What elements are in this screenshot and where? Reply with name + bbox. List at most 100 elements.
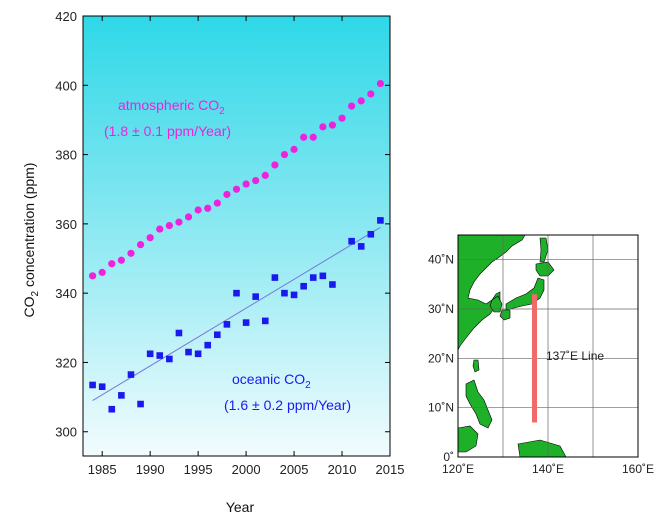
- oceanic-point: [98, 383, 106, 391]
- oceanic-trend-line: [92, 226, 381, 401]
- asia-mainland-land: [457, 234, 526, 351]
- atmospheric-point: [300, 133, 308, 141]
- philippines-land: [465, 379, 493, 429]
- oceanic-point: [300, 282, 307, 290]
- oceanic-point: [261, 317, 269, 325]
- y-tick-label: 320: [55, 355, 77, 370]
- atmospheric-point: [165, 222, 173, 230]
- kyushu-land: [499, 309, 511, 321]
- y-tick-label: 300: [55, 425, 77, 440]
- oceanic-point: [166, 355, 173, 363]
- atmospheric-rate-label: (1.8 ± 0.1 ppm/Year): [104, 123, 231, 139]
- oceanic-point: [223, 321, 231, 328]
- map-lon-label: 120˚E: [442, 462, 474, 476]
- oceanic-point: [233, 289, 240, 297]
- oceanic-point: [127, 371, 135, 378]
- oceanic-point: [329, 281, 336, 288]
- location-map: 137˚E Line 120˚E 140˚E 160˚E 0˚ 10˚N 20˚N 30˚N…: [428, 234, 654, 476]
- map-lat-label: 0˚: [443, 450, 454, 464]
- map-lon-label: 140˚E: [532, 462, 564, 476]
- map-lat-label: 30˚N: [428, 302, 454, 316]
- x-tick-label: 2010: [328, 462, 357, 477]
- map-graticule: [458, 235, 638, 457]
- oceanic-point: [204, 341, 212, 349]
- y-axis-label: CO2 concentration (ppm): [21, 163, 41, 318]
- y-tick-label: 420: [55, 9, 77, 24]
- plot-background: [82, 15, 391, 457]
- map-frame: [457, 234, 639, 458]
- oceanic-point: [290, 291, 298, 299]
- oceanic-point: [108, 405, 116, 413]
- oceanic-point: [357, 243, 365, 250]
- oceanic-point: [309, 274, 317, 281]
- x-tick-label: 1990: [136, 462, 165, 477]
- x-axis-label: Year: [226, 499, 255, 515]
- x-tick-label: 1985: [88, 462, 117, 477]
- atmospheric-point: [117, 256, 125, 264]
- atmospheric-point: [175, 218, 183, 226]
- oceanic-point: [185, 348, 192, 356]
- oceanic-point: [271, 274, 279, 281]
- map-land: [457, 234, 567, 458]
- co2-timeseries-chart: 1985 1990 1995 2000 2005 2010 2015 300 320 340 36…: [21, 9, 404, 515]
- y-tick-label: 400: [55, 78, 77, 93]
- oceanic-point: [89, 381, 96, 389]
- oceanic-point: [156, 352, 164, 359]
- y-tick-label: 340: [55, 286, 77, 301]
- sakhalin-land: [539, 237, 549, 263]
- taiwan-land: [472, 359, 480, 373]
- atmospheric-series-label: atmospheric CO2: [118, 97, 225, 117]
- atmospheric-point: [367, 90, 375, 98]
- atmospheric-point: [108, 260, 116, 268]
- oceanic-point: [281, 289, 288, 297]
- korea-land: [489, 295, 503, 313]
- oceanic-point: [377, 217, 384, 224]
- map-lat-label: 40˚N: [428, 253, 454, 267]
- atmospheric-point: [127, 249, 135, 257]
- atmospheric-point: [280, 150, 289, 159]
- atmospheric-point: [338, 114, 346, 122]
- x-axis: 1985 1990 1995 2000 2005 2010 2015: [88, 16, 404, 477]
- atmospheric-point: [88, 272, 97, 280]
- atmospheric-point: [232, 185, 241, 193]
- map-lat-label: 10˚N: [428, 401, 454, 415]
- atmospheric-point: [271, 161, 279, 169]
- y-tick-label: 360: [55, 217, 77, 232]
- atmospheric-point: [146, 234, 154, 242]
- map-axis-labels: 120˚E 140˚E 160˚E 0˚ 10˚N 20˚N 30˚N 40˚N: [428, 253, 654, 476]
- atmospheric-point: [357, 97, 365, 105]
- map-lat-label: 20˚N: [428, 351, 454, 365]
- x-tick-label: 1995: [184, 462, 213, 477]
- atmospheric-point: [376, 79, 385, 88]
- atmospheric-point: [194, 206, 202, 214]
- oceanic-point: [367, 230, 375, 238]
- y-tick-label: 380: [55, 148, 77, 163]
- atmospheric-point: [309, 133, 317, 141]
- atmospheric-series: [88, 79, 385, 280]
- oceanic-series: [89, 217, 384, 413]
- y-axis: 300 320 340 360 380 400 420: [55, 9, 390, 440]
- atmospheric-point: [136, 241, 145, 249]
- atmospheric-point: [156, 225, 164, 233]
- oceanic-point: [214, 331, 221, 339]
- oceanic-point: [118, 392, 125, 399]
- atmospheric-point: [184, 213, 193, 221]
- atmospheric-point: [204, 204, 212, 212]
- oceanic-point: [146, 350, 154, 358]
- atmospheric-point: [213, 199, 221, 207]
- atmospheric-point: [223, 190, 231, 199]
- atmospheric-point: [261, 171, 269, 179]
- new-guinea-land: [517, 439, 567, 458]
- oceanic-point: [175, 329, 183, 337]
- atmospheric-point: [290, 145, 298, 153]
- oceanic-point: [252, 293, 259, 300]
- oceanic-point: [137, 400, 144, 408]
- oceanic-point: [319, 272, 327, 280]
- transect-label: 137˚E Line: [546, 349, 604, 363]
- atmospheric-point: [98, 268, 106, 276]
- oceanic-series-label: oceanic CO2: [232, 371, 311, 391]
- atmospheric-point: [252, 176, 260, 185]
- oceanic-point: [348, 237, 355, 245]
- oceanic-rate-label: (1.6 ± 0.2 ppm/Year): [224, 397, 351, 413]
